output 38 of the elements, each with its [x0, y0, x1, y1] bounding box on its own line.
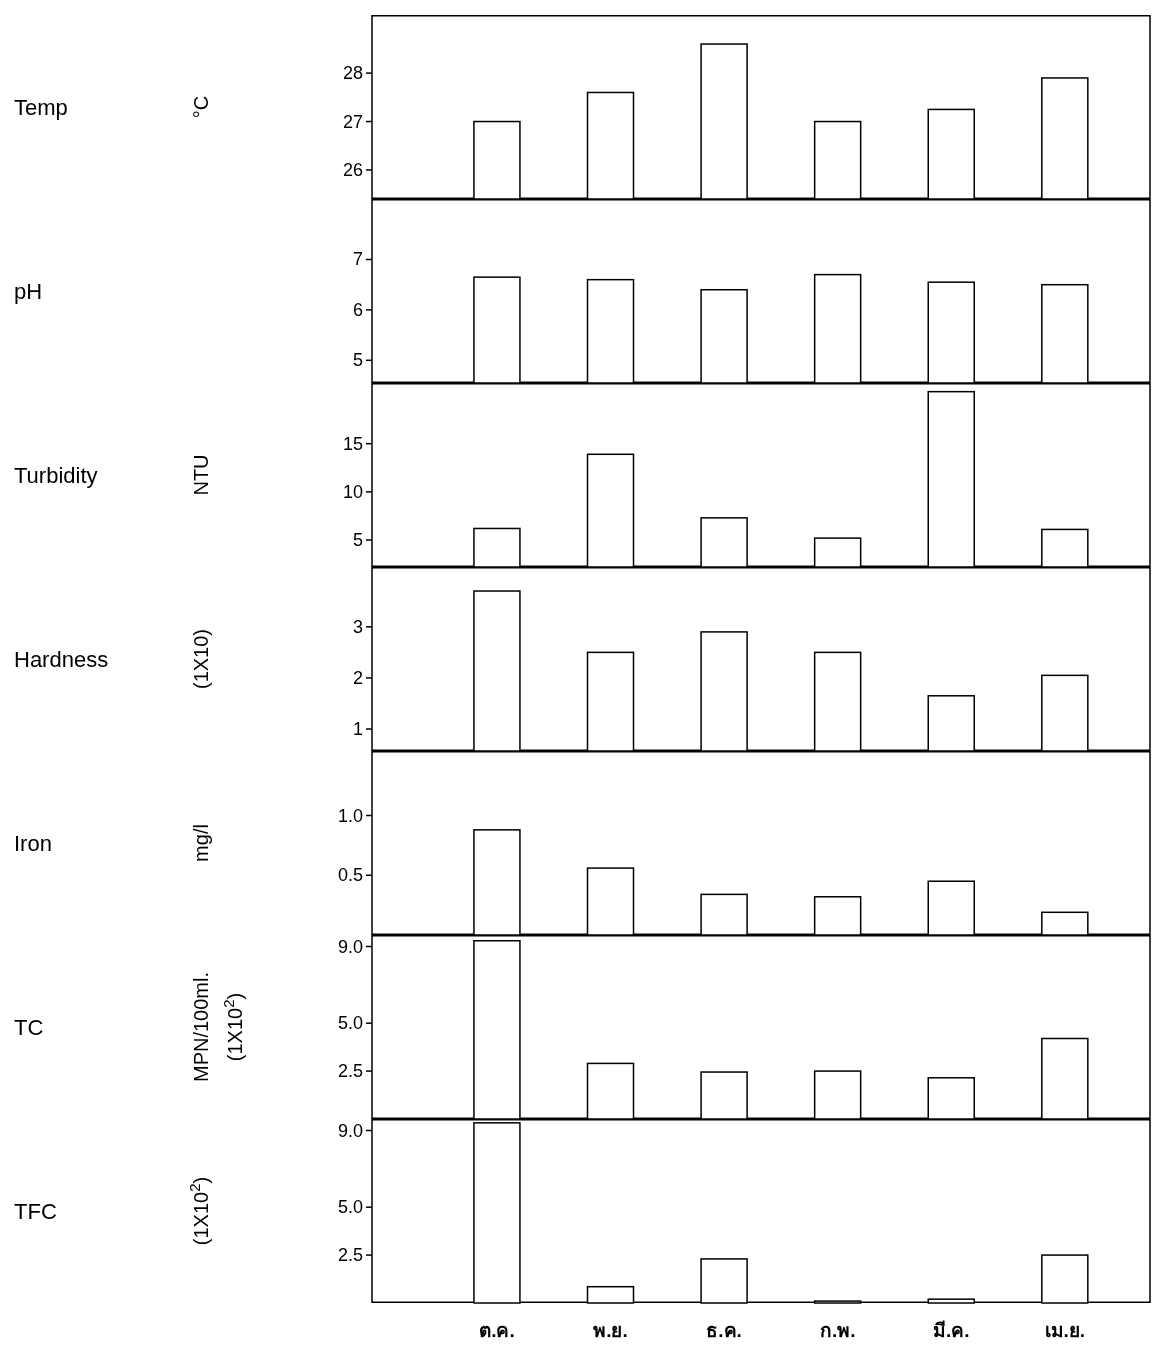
y-axis-title: Iron [14, 831, 52, 856]
y-axis-title: Hardness [14, 647, 109, 672]
y-axis-title: Temp [14, 95, 68, 120]
y-tick-label: 27 [342, 111, 363, 132]
x-tick-label: ก.พ. [819, 1320, 856, 1341]
y-tick-label: 9.0 [337, 1120, 363, 1141]
y-tick-label: 3 [352, 616, 363, 637]
y-tick-label: 5.0 [337, 1013, 363, 1034]
x-tick-label: ต.ค. [479, 1320, 515, 1341]
y-tick-label: 1.0 [337, 805, 363, 826]
y-axis-title: pH [14, 279, 43, 304]
x-tick-label: เม.ย. [1044, 1320, 1086, 1341]
y-axis-title: Turbidity [14, 463, 98, 488]
y-tick-label: 0.5 [337, 865, 363, 886]
y-tick-label: 5 [352, 350, 363, 371]
y-tick-label: 7 [352, 249, 363, 270]
text: NTU [190, 454, 212, 496]
x-tick-label: มี.ค. [932, 1320, 970, 1341]
text: mg/l [190, 824, 212, 862]
text: MPN/100ml. [190, 971, 212, 1083]
y-tick-label: 28 [342, 63, 363, 84]
y-tick-label: 9.0 [337, 936, 363, 957]
y-tick-label: 6 [352, 299, 363, 320]
y-tick-label: 2.5 [337, 1245, 363, 1266]
y-tick-label: 15 [342, 433, 363, 454]
y-tick-label: 10 [342, 481, 363, 502]
y-tick-label: 26 [342, 159, 363, 180]
x-tick-label: ธ.ค. [706, 1320, 742, 1341]
y-tick-label: 2.5 [337, 1061, 363, 1082]
y-tick-label: 1 [352, 719, 363, 740]
text: (1X10) [190, 628, 212, 690]
y-tick-label: 5 [352, 530, 363, 551]
text: °C [190, 95, 212, 119]
x-tick-label: พ.ย. [593, 1320, 628, 1341]
y-axis-title: TC [14, 1015, 44, 1040]
y-tick-label: 2 [352, 667, 363, 688]
y-axis-title: TFC [14, 1199, 57, 1224]
y-tick-label: 5.0 [337, 1197, 363, 1218]
